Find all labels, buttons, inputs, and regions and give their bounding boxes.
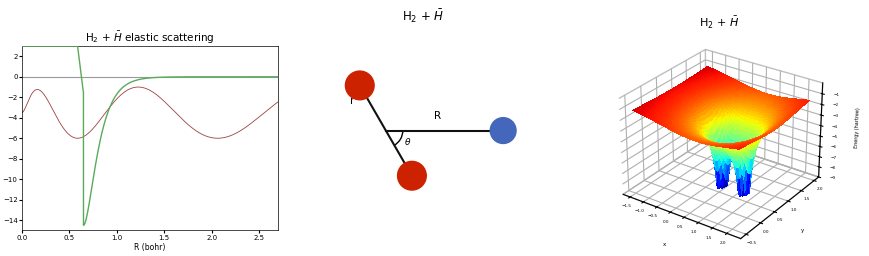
Circle shape — [345, 71, 374, 100]
Circle shape — [397, 161, 427, 190]
Text: R: R — [434, 111, 441, 121]
Text: r: r — [349, 97, 355, 106]
Title: H$_2$ + $\bar{H}$: H$_2$ + $\bar{H}$ — [402, 7, 445, 25]
Title: H$_2$ + $\bar{H}$: H$_2$ + $\bar{H}$ — [699, 15, 740, 31]
Text: $\theta$: $\theta$ — [404, 136, 411, 147]
Circle shape — [490, 118, 516, 143]
Title: H$_2$ + $\bar{H}$ elastic scattering: H$_2$ + $\bar{H}$ elastic scattering — [85, 30, 215, 46]
Y-axis label: y: y — [801, 228, 805, 233]
Y-axis label: V (a.u.): V (a.u.) — [0, 124, 1, 152]
X-axis label: R (bohr): R (bohr) — [134, 243, 166, 252]
X-axis label: x: x — [663, 242, 667, 247]
